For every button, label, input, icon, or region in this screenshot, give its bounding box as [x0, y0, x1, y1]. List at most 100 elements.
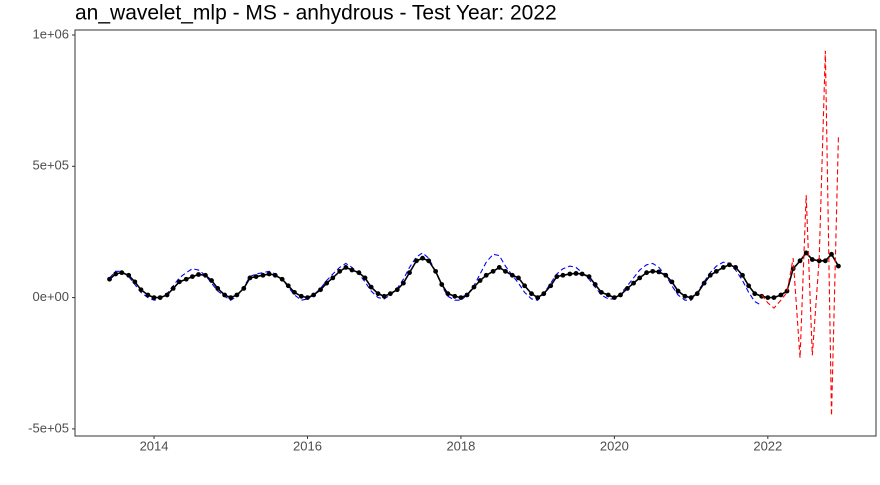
data-point	[529, 291, 534, 297]
x-tick-label: 2020	[600, 438, 629, 453]
data-point	[107, 276, 112, 282]
data-point	[157, 295, 163, 301]
data-point	[560, 272, 566, 278]
data-point	[279, 276, 285, 282]
x-tick-label: 2018	[446, 438, 475, 453]
data-point	[637, 275, 643, 281]
data-point	[260, 272, 266, 278]
data-point	[669, 279, 675, 285]
data-point	[765, 295, 771, 301]
data-point	[586, 274, 592, 279]
series-line	[761, 50, 839, 416]
data-point	[554, 274, 560, 279]
data-point	[573, 271, 579, 276]
x-tick-label: 2014	[140, 438, 169, 453]
data-point	[337, 268, 343, 274]
data-point	[464, 292, 470, 298]
data-point	[496, 265, 502, 270]
data-point	[458, 295, 464, 301]
data-point	[752, 291, 758, 297]
data-point	[145, 292, 151, 298]
data-point	[784, 288, 790, 294]
data-point	[215, 286, 221, 291]
y-tick-label: 5e+05	[32, 158, 69, 173]
data-point	[164, 292, 170, 298]
data-point	[694, 291, 700, 297]
data-point	[740, 272, 745, 278]
data-point	[701, 280, 707, 286]
data-point	[688, 295, 694, 301]
data-point	[247, 275, 253, 281]
data-point	[778, 292, 784, 298]
data-point	[707, 272, 713, 278]
data-point	[452, 293, 458, 299]
data-point	[675, 288, 681, 294]
data-point	[567, 271, 573, 277]
data-point	[394, 287, 400, 293]
data-point	[420, 255, 425, 261]
data-point	[439, 282, 445, 287]
data-point	[343, 265, 349, 270]
data-point	[400, 280, 406, 286]
y-tick-label: 1e+06	[32, 26, 69, 41]
data-point	[650, 268, 656, 274]
data-point	[305, 295, 310, 301]
data-point	[362, 275, 368, 281]
data-point	[234, 292, 240, 298]
data-point	[209, 278, 214, 283]
data-point	[119, 270, 125, 276]
data-point	[330, 275, 336, 281]
data-point	[822, 258, 828, 264]
data-point	[375, 291, 381, 297]
data-point	[522, 283, 528, 289]
data-point	[349, 267, 355, 273]
data-point	[727, 262, 732, 268]
data-point	[356, 270, 362, 276]
data-point	[579, 271, 585, 277]
data-point	[381, 293, 387, 299]
data-point	[535, 295, 541, 301]
panel-border	[74, 29, 877, 437]
data-point	[477, 278, 483, 283]
data-point	[490, 268, 496, 274]
data-point	[126, 272, 132, 278]
data-point	[241, 286, 247, 291]
data-point	[183, 276, 189, 282]
data-point	[407, 270, 412, 276]
data-point	[368, 284, 374, 290]
data-point	[266, 271, 272, 277]
data-point	[598, 289, 604, 295]
data-point	[644, 270, 649, 276]
data-point	[170, 286, 176, 291]
data-point	[311, 292, 317, 298]
x-tick-label: 2016	[293, 438, 322, 453]
data-point	[483, 272, 489, 278]
data-point	[426, 258, 432, 264]
data-point	[445, 291, 451, 297]
data-point	[298, 293, 304, 299]
data-point	[682, 293, 688, 299]
data-point	[516, 275, 521, 281]
data-point	[272, 272, 278, 278]
data-point	[816, 258, 822, 264]
data-point	[176, 279, 182, 285]
data-point	[433, 268, 439, 274]
data-point	[203, 272, 208, 278]
data-point	[618, 292, 623, 298]
data-point	[324, 280, 330, 286]
data-point	[605, 292, 611, 298]
x-tick-label: 2022	[753, 438, 782, 453]
data-point	[132, 279, 138, 285]
data-point	[771, 295, 777, 301]
data-point	[387, 291, 393, 297]
data-point	[292, 289, 297, 295]
data-point	[592, 282, 598, 287]
data-point	[759, 293, 765, 299]
data-point	[151, 295, 157, 301]
data-point	[196, 272, 201, 277]
chart-title: an_wavelet_mlp - MS - anhydrous - Test Y…	[75, 2, 557, 25]
data-point	[113, 271, 119, 277]
data-point	[797, 258, 803, 264]
